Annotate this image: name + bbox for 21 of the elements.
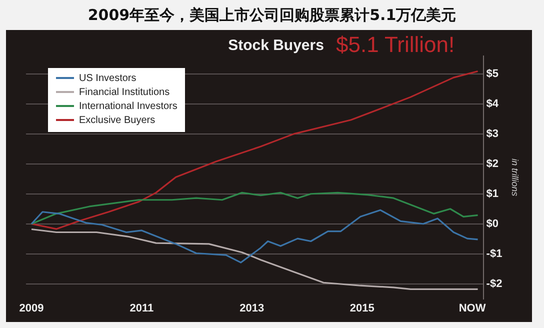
x-tick-label: 2013 xyxy=(240,302,264,314)
y-tick-label: $1 xyxy=(486,188,499,200)
y-tick-label: -$1 xyxy=(486,248,502,260)
y-tick-label: $2 xyxy=(486,158,499,170)
legend-label: Exclusive Buyers xyxy=(78,114,156,128)
annotation: $5.1 Trillion! xyxy=(336,32,455,58)
chart-subtitle: Stock Buyers xyxy=(228,37,324,54)
legend-label: US Investors xyxy=(78,72,138,86)
x-tick-label: 2009 xyxy=(19,302,44,314)
y-tick-label: -$2 xyxy=(486,278,502,290)
y-tick-label: $4 xyxy=(486,98,500,110)
x-tick-label: NOW xyxy=(458,302,486,314)
legend-label: Financial Institutions xyxy=(78,86,171,100)
y-tick-label: $3 xyxy=(486,128,499,140)
chart-title: 2009年至今，美国上市公司回购股票累计5.1万亿美元 xyxy=(86,5,458,26)
y-axis-title: in trillions xyxy=(510,158,520,197)
x-tick-label: 2011 xyxy=(130,302,154,314)
legend-label: International Investors xyxy=(78,100,178,114)
x-tick-label: 2015 xyxy=(350,302,374,314)
y-tick-label: $0 xyxy=(486,218,499,230)
y-tick-label: $5 xyxy=(486,68,499,80)
